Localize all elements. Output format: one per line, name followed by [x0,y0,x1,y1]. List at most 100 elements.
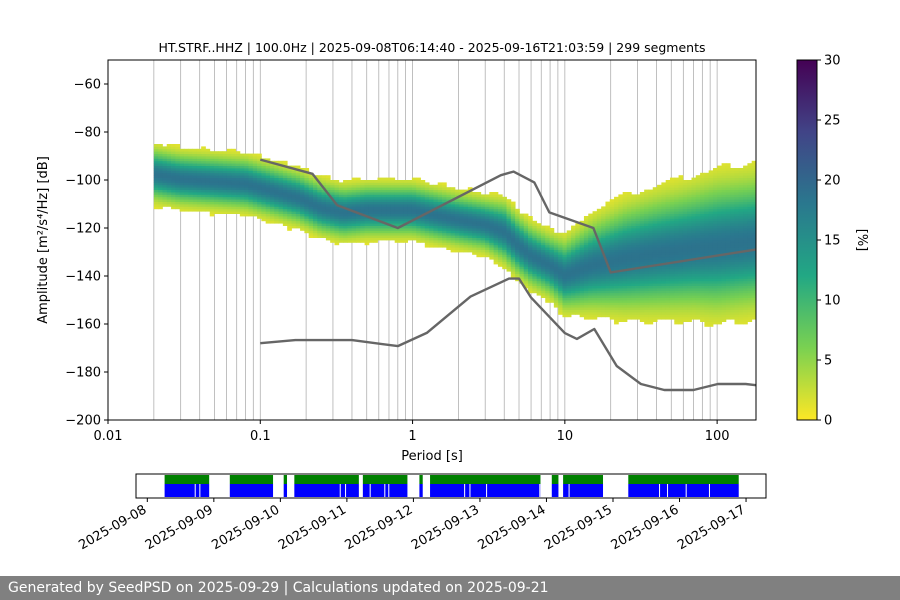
heatmap-cell [661,288,667,291]
heatmap-cell [717,312,722,315]
heatmap-cell [411,232,417,236]
heatmap-cell [523,247,529,250]
heatmap-cell [687,288,692,291]
heatmap-cell [644,288,649,291]
heatmap-cell [687,201,692,205]
heatmap-cell [665,199,671,202]
heatmap-cell [682,192,688,195]
heatmap-cell [626,314,632,318]
heatmap-cell [295,208,301,212]
heatmap-cell [687,223,692,226]
heatmap-cell [450,247,456,250]
heatmap-cell [734,168,740,171]
heatmap-cell [657,292,662,296]
heatmap-cell [734,216,740,219]
heatmap-cell [364,211,370,214]
heatmap-cell [725,225,731,229]
heatmap-cell [614,268,619,272]
heatmap-cell [502,213,507,217]
heatmap-cell [381,187,387,190]
heatmap-cell [355,206,361,210]
heatmap-cell [605,300,611,303]
heatmap-cell [687,249,692,253]
heatmap-cell [446,220,452,224]
heatmap-cell [601,283,606,286]
heatmap-cell [743,184,748,188]
heatmap-cell [493,225,499,229]
heatmap-cell [252,194,258,198]
heatmap-cell [158,175,163,178]
heatmap-cell [502,244,507,248]
heatmap-cell [188,163,193,166]
heatmap-cell [364,213,370,217]
heatmap-cell [338,237,344,241]
heatmap-cell [334,194,340,198]
heatmap-cell [734,225,740,229]
heatmap-cell [265,194,271,198]
heatmap-cell [467,232,473,236]
heatmap-cell [338,187,344,190]
heatmap-cell [644,321,649,325]
heatmap-cell [528,254,533,258]
heatmap-cell [261,216,267,219]
heatmap-cell [330,220,335,224]
heatmap-cell [166,146,172,150]
heatmap-cell [695,264,701,267]
heatmap-cell [201,168,206,171]
heatmap-cell [669,180,675,183]
heatmap-cell [609,302,615,306]
heatmap-cell [528,288,533,291]
heatmap-cell [158,182,163,186]
heatmap-cell [175,153,181,157]
heatmap-cell [183,182,189,186]
heatmap-cell [231,201,236,205]
heatmap-cell [639,300,645,303]
heatmap-cell [407,235,413,238]
heatmap-cell [596,297,602,301]
heatmap-cell [519,261,525,265]
heatmap-cell [192,163,198,166]
heatmap-cell [704,249,710,253]
heatmap-cell [175,180,181,183]
heatmap-cell [429,187,434,190]
heatmap-cell [265,175,271,178]
heatmap-cell [480,240,486,243]
heatmap-cell [321,218,327,222]
heatmap-cell [730,213,735,217]
heatmap-cell [403,232,409,236]
heatmap-cell [446,247,452,250]
heatmap-cell [192,204,198,207]
heatmap-cell [652,201,658,205]
heatmap-cell [209,187,215,190]
heatmap-cell [192,189,198,193]
heatmap-cell [609,208,615,212]
heatmap-cell [665,280,671,284]
heatmap-cell [373,232,378,236]
heatmap-cell [373,206,378,210]
heatmap-cell [394,206,400,210]
heatmap-cell [738,288,744,291]
heatmap-cell [261,196,267,200]
heatmap-cell [730,307,735,310]
heatmap-cell [467,244,473,248]
heatmap-cell [532,254,538,258]
heatmap-cell [674,290,679,294]
heatmap-cell [734,189,740,193]
heatmap-cell [700,288,705,291]
heatmap-cell [639,259,645,262]
heatmap-cell [678,194,684,198]
heatmap-cell [648,304,654,308]
heatmap-cell [687,240,692,243]
heatmap-cell [631,316,636,320]
heatmap-cell [661,271,667,274]
heatmap-cell [355,235,361,238]
heatmap-cell [665,283,671,286]
heatmap-cell [635,218,641,222]
heatmap-cell [515,240,520,243]
heatmap-cell [244,213,249,217]
heatmap-cell [244,168,249,171]
heatmap-cell [665,189,671,193]
heatmap-cell [497,204,503,207]
heatmap-cell [687,278,692,282]
heatmap-cell [519,273,525,277]
